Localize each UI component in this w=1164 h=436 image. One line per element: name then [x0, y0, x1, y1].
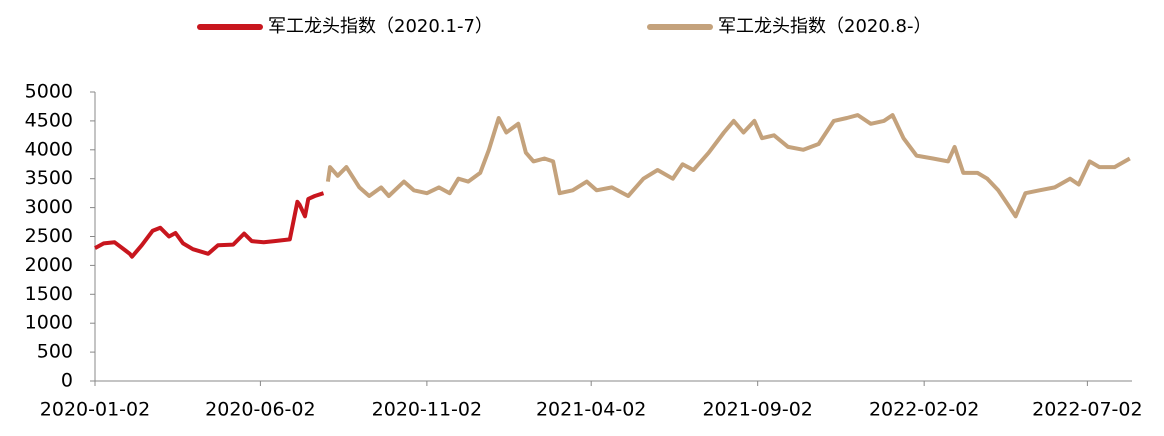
legend-label: 军工龙头指数（2020.1-7） [268, 16, 493, 37]
series-line [94, 191, 325, 259]
y-tick-label: 0 [61, 370, 73, 392]
x-tick-label: 2022-07-02 [1032, 399, 1142, 421]
y-tick-label: 2500 [25, 225, 73, 247]
y-tick-label: 3500 [25, 167, 73, 189]
y-tick-label: 3000 [25, 196, 73, 218]
y-tick-label: 500 [37, 341, 73, 363]
y-tick-label: 2000 [25, 254, 73, 276]
series-line [325, 113, 1131, 219]
x-tick-label: 2020-06-02 [205, 399, 315, 421]
y-tick-label: 1000 [25, 312, 73, 334]
y-tick-label: 1500 [25, 283, 73, 305]
x-tick-label: 2021-04-02 [536, 399, 646, 421]
x-tick-label: 2020-01-02 [40, 399, 150, 421]
x-tick-label: 2021-09-02 [702, 399, 812, 421]
x-tick-label: 2022-02-02 [869, 399, 979, 421]
x-tick-label: 2020-11-02 [372, 399, 482, 421]
y-tick-label: 5000 [25, 81, 73, 103]
legend-label: 军工龙头指数（2020.8-） [718, 16, 931, 37]
y-tick-label: 4500 [25, 109, 73, 131]
y-tick-label: 4000 [25, 138, 73, 160]
